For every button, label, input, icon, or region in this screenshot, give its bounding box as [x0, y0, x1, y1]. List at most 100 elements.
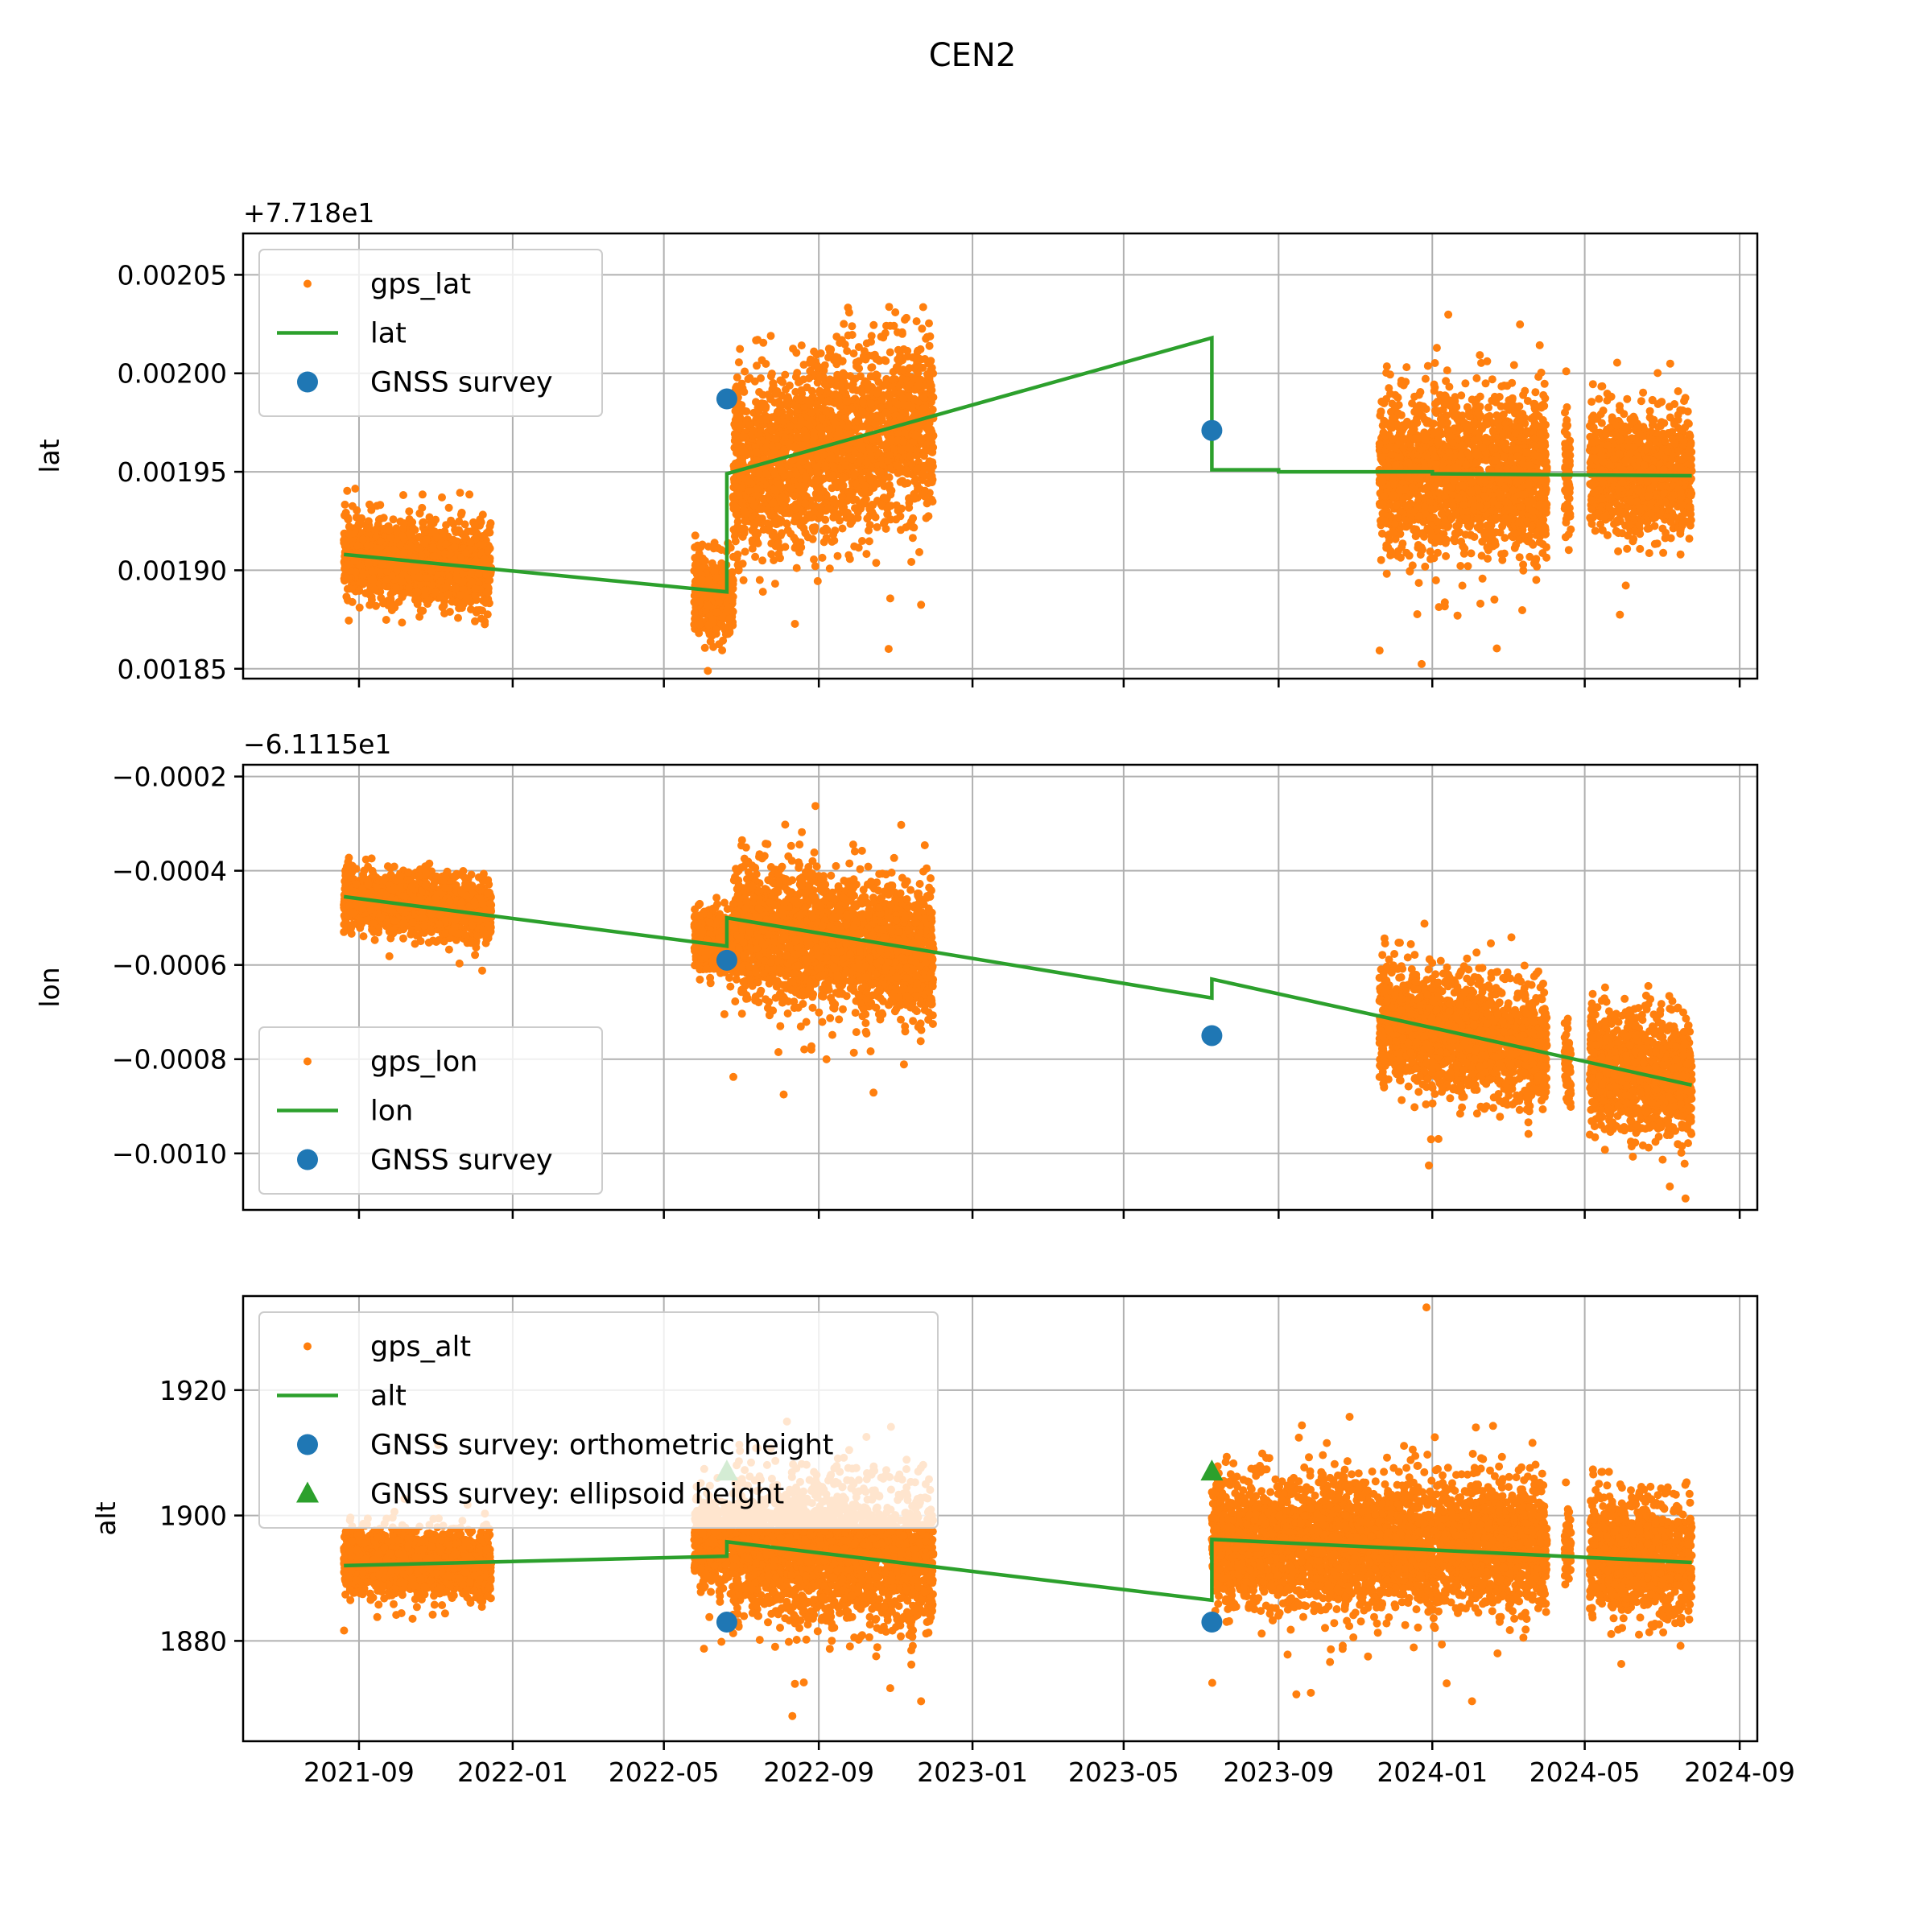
- data-point: [877, 395, 886, 404]
- data-point: [1484, 403, 1492, 412]
- data-point: [425, 596, 434, 605]
- data-point: [781, 432, 790, 441]
- data-point: [868, 508, 877, 517]
- data-point: [885, 473, 894, 481]
- data-point: [909, 514, 918, 522]
- data-point: [814, 469, 823, 477]
- data-point: [881, 357, 890, 365]
- data-point: [797, 341, 806, 350]
- data-point: [758, 494, 767, 503]
- data-point: [833, 551, 842, 560]
- data-point: [415, 613, 424, 621]
- data-point: [484, 588, 493, 597]
- data-point: [867, 337, 875, 346]
- data-point: [454, 613, 462, 622]
- data-point: [737, 492, 745, 501]
- data-point: [920, 464, 928, 473]
- data-point: [730, 502, 739, 510]
- data-point: [898, 329, 906, 338]
- data-point: [411, 564, 420, 572]
- data-point: [770, 486, 779, 495]
- data-point: [912, 451, 921, 460]
- data-point: [436, 576, 445, 585]
- data-point: [844, 303, 852, 312]
- data-point: [734, 403, 743, 412]
- data-point: [700, 643, 709, 652]
- data-point: [450, 555, 459, 564]
- data-point: [906, 452, 914, 460]
- data-point: [387, 606, 396, 614]
- data-point: [465, 490, 474, 499]
- data-point: [795, 433, 803, 442]
- data-point: [366, 548, 375, 557]
- data-point: [844, 331, 852, 340]
- data-point: [445, 608, 454, 616]
- data-point: [427, 567, 436, 576]
- data-point: [844, 430, 853, 439]
- data-point: [910, 477, 919, 485]
- data-point: [894, 400, 903, 409]
- data-point: [900, 479, 909, 488]
- data-point: [927, 478, 936, 487]
- data-point: [353, 541, 361, 550]
- data-point: [894, 429, 903, 438]
- data-point: [731, 537, 740, 546]
- data-point: [792, 470, 801, 479]
- data-point: [460, 520, 469, 529]
- data-point: [485, 599, 493, 608]
- data-point: [832, 353, 840, 361]
- data-point: [367, 506, 376, 514]
- data-point: [928, 405, 937, 414]
- data-point: [734, 566, 743, 575]
- data-point: [846, 519, 855, 528]
- data-point: [753, 361, 761, 370]
- data-point: [898, 374, 906, 383]
- data-point: [781, 543, 790, 551]
- data-point: [810, 525, 819, 534]
- data-point: [392, 526, 401, 535]
- data-point: [926, 378, 935, 387]
- data-point: [398, 531, 407, 540]
- data-point: [860, 347, 869, 356]
- data-point: [918, 490, 927, 499]
- data-point: [924, 433, 933, 442]
- data-point: [739, 576, 748, 584]
- data-point: [446, 577, 455, 586]
- data-point: [858, 476, 867, 485]
- data-point: [453, 526, 462, 535]
- data-point: [867, 363, 876, 372]
- data-point: [785, 412, 794, 421]
- data-point: [853, 514, 862, 522]
- data-point: [889, 375, 898, 384]
- data-point: [792, 349, 801, 357]
- data-point: [914, 421, 923, 430]
- data-point: [770, 580, 779, 588]
- data-point: [884, 645, 893, 654]
- data-point: [1540, 379, 1549, 388]
- data-point: [700, 590, 709, 599]
- data-point: [867, 332, 876, 341]
- data-point: [422, 535, 431, 544]
- data-point: [467, 605, 475, 613]
- data-point: [459, 584, 468, 593]
- data-point: [733, 518, 742, 526]
- data-point: [892, 363, 901, 372]
- data-point: [910, 494, 919, 503]
- data-point: [758, 588, 767, 597]
- data-point: [418, 490, 427, 499]
- data-point: [386, 562, 394, 571]
- data-point: [344, 574, 353, 583]
- data-point: [430, 527, 439, 536]
- data-point: [827, 455, 836, 463]
- data-point: [752, 456, 761, 465]
- data-point: [795, 395, 803, 403]
- data-point: [844, 445, 852, 454]
- data-point: [898, 356, 907, 365]
- data-point: [471, 556, 480, 565]
- data-point: [832, 499, 840, 508]
- data-point: [376, 537, 385, 546]
- data-point: [804, 374, 813, 383]
- data-point: [468, 577, 477, 586]
- data-point: [754, 469, 763, 477]
- data-point: [858, 422, 867, 431]
